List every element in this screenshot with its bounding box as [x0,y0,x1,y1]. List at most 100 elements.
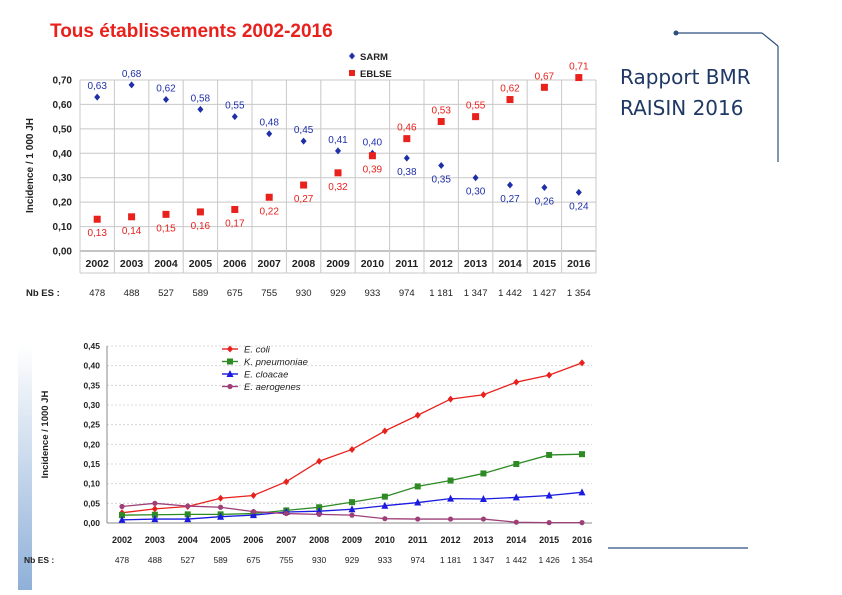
chart2-ytick-label: 0,20 [83,439,100,449]
chart1-xtick-label: 2015 [533,258,557,270]
chart2-point [545,491,553,499]
chart2-xtick-label: 2003 [145,535,165,545]
chart2-legend-entry: K. pneumoniae [244,357,308,368]
chart2-point [119,512,125,519]
chart1-nbes-value: 527 [158,288,174,299]
chart1-xtick-label: 2009 [326,258,350,270]
chart1-point-sarm [266,130,273,138]
chart1-point-eblse [300,181,308,189]
chart1-nbes-value: 929 [330,288,346,299]
chart2-point [579,359,585,367]
chart2-nbes-value: 755 [279,555,293,565]
chart2-point [479,495,487,503]
chart1-xtick-label: 2013 [464,258,488,270]
chart2-nbes-label: Nb ES : [24,555,54,565]
chart1-point-sarm [541,183,548,191]
chart2-legend-marker [227,383,233,390]
chart2-ylabel: Incidence / 1000 JH [40,391,51,479]
chart2-point [414,411,421,419]
chart1-label-eblse: 0,16 [191,221,211,232]
chart1-label-sarm: 0,30 [466,187,486,198]
chart2-nbes-value: 929 [345,555,359,565]
chart1-nbes-value: 675 [227,288,243,299]
chart2-nbes-value: 974 [411,555,425,565]
chart1-label-sarm: 0,24 [569,201,589,212]
chart2-point [579,520,585,526]
chart1-legend-entry: EBLSE [360,69,392,80]
chart1-point-sarm [575,188,582,196]
chart2-point [283,478,290,486]
chart1-legend-entry: SARM [360,52,388,63]
report-caption-line1: Rapport BMR [620,65,751,89]
chart1-nbes-value: 933 [364,288,380,299]
chart2-xtick-label: 2010 [375,535,395,545]
chart2-xtick-label: 2002 [112,535,132,545]
chart2-point [283,510,289,517]
chart2-point [151,515,159,523]
chart1-label-sarm: 0,63 [87,81,107,92]
chart2-legend-marker [227,358,233,365]
chart2-ytick-label: 0,45 [83,341,100,351]
chart2-point [414,483,421,490]
chart1-label-sarm: 0,38 [397,167,417,178]
chart1-nbes-value: 1 354 [567,288,591,299]
chart2-nbes-value: 1 354 [571,555,593,565]
chart1-label-sarm: 0,27 [500,194,520,205]
chart2-point [316,511,322,517]
chart2-point [414,498,422,506]
chart2-point [250,508,257,515]
chart1-point-sarm [197,105,204,113]
chart1-xtick-label: 2012 [430,258,454,270]
chart1-nbes-value: 1 181 [429,288,453,299]
chart1-label-eblse: 0,27 [294,194,314,205]
chart1-xtick-label: 2007 [258,258,282,270]
chart1-label-eblse: 0,13 [87,228,107,239]
chart1-label-eblse: 0,39 [363,165,383,176]
chart2-point [217,494,224,502]
chart1-point-sarm [94,93,101,101]
chart2-xtick-label: 2004 [178,535,198,545]
chart1-ytick-label: 0,60 [53,100,73,111]
chart1-point-eblse [472,113,480,121]
chart2-point [480,391,487,399]
report-caption: Rapport BMR RAISIN 2016 [620,62,751,124]
chart2-point [546,371,553,379]
chart2-nbes-value: 675 [246,555,260,565]
decorative-gradient-bar [18,345,32,590]
chart1-point-eblse [334,169,342,177]
chart1-label-eblse: 0,17 [225,218,245,229]
chart1-nbes-value: 930 [296,288,312,299]
chart1-label-sarm: 0,35 [431,175,451,186]
chart2-ytick-label: 0,00 [83,518,100,528]
chart1-xtick-label: 2003 [120,258,144,270]
chart1-label-sarm: 0,45 [294,125,314,136]
chart2-ytick-label: 0,40 [83,361,100,371]
chart1-nbes-value: 1 347 [464,288,488,299]
chart1-ytick-label: 0,40 [53,149,73,160]
chart1-label-eblse: 0,15 [156,223,176,234]
chart2-point [249,511,257,519]
chart2-xtick-label: 2011 [408,535,428,545]
chart1-nbes-value: 478 [89,288,105,299]
chart1-point-eblse [437,118,445,126]
chart2-xtick-label: 2016 [572,535,592,545]
chart2-ytick-label: 0,30 [83,400,100,410]
chart1-point-sarm [231,113,238,121]
chart1-point-sarm [403,154,410,162]
chart1-label-eblse: 0,14 [122,226,142,237]
chart2-nbes-value: 933 [378,555,392,565]
chart2-point [513,378,520,386]
chart1-label-eblse: 0,67 [535,71,555,82]
chart2-nbes-value: 930 [312,555,326,565]
chart2-point [184,511,191,518]
chart2-point [512,493,520,501]
chart1-label-sarm: 0,68 [122,69,142,80]
chart2-point [382,516,388,522]
chart2-point [151,511,158,518]
chart1-title: Tous établissements 2002-2016 [50,21,333,42]
chart1-nbes-value: 1 442 [498,288,522,299]
chart1-label-eblse: 0,55 [466,101,486,112]
